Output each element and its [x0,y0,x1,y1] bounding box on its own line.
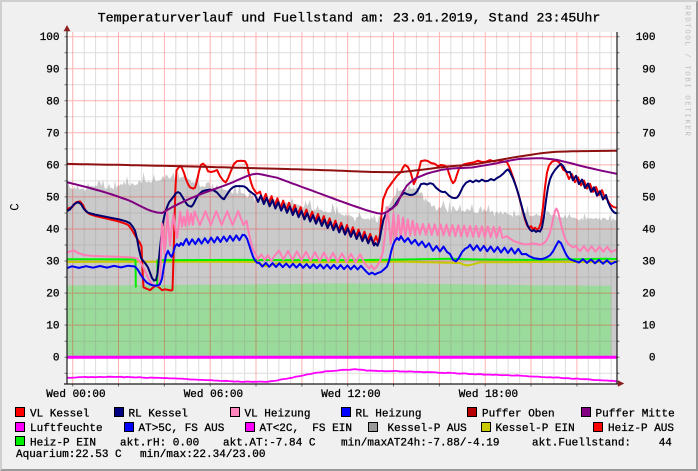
svg-text:RRDTOOL / TOBI OETIKER: RRDTOOL / TOBI OETIKER [683,5,691,137]
svg-text:70: 70 [642,128,655,140]
svg-text:80: 80 [46,96,59,108]
svg-text:AT>5C, FS AUS: AT>5C, FS AUS [139,423,225,435]
svg-text:90: 90 [46,64,59,76]
svg-text:10: 10 [642,321,655,333]
svg-text:100: 100 [636,32,656,44]
svg-text:Wed 00:00: Wed 00:00 [46,389,105,401]
svg-text:0: 0 [53,353,60,365]
svg-text:30: 30 [642,257,655,269]
svg-text:20: 20 [46,289,59,301]
svg-text:akt.rH: 0.00: akt.rH: 0.00 [120,437,199,449]
svg-text:60: 60 [642,160,655,172]
svg-text:70: 70 [46,128,59,140]
svg-text:C: C [9,203,23,211]
svg-text:Kessel-P EIN: Kessel-P EIN [496,423,575,435]
svg-text:RL Kessel: RL Kessel [129,409,188,421]
svg-text:30: 30 [46,257,59,269]
svg-text:10: 10 [46,321,59,333]
svg-text:80: 80 [642,96,655,108]
svg-text:Wed 06:00: Wed 06:00 [184,389,243,401]
svg-text:AT<2C, FS EIN: AT<2C, FS EIN [260,423,352,435]
svg-text:RL Heizung: RL Heizung [356,409,422,421]
svg-text:Puffer Oben: Puffer Oben [482,409,555,421]
svg-text:20: 20 [642,289,655,301]
svg-text:min/max:22.34/23.00: min/max:22.34/23.00 [140,449,265,461]
svg-text:40: 40 [46,225,59,237]
svg-text:Heiz-P EIN: Heiz-P EIN [30,437,96,449]
svg-text:Puffer Mitte: Puffer Mitte [596,409,675,421]
svg-text:Temperaturverlauf und Fuellsta: Temperaturverlauf und Fuellstand am: 23.… [98,11,601,26]
svg-text:VL Heizung: VL Heizung [245,409,311,421]
svg-text:akt.AT:-7.84 C: akt.AT:-7.84 C [223,437,316,449]
svg-text:0: 0 [649,353,656,365]
svg-text:40: 40 [642,225,655,237]
svg-text:50: 50 [46,192,59,204]
svg-text:44: 44 [659,437,673,449]
svg-text:60: 60 [46,160,59,172]
svg-text:100: 100 [40,32,60,44]
svg-text:VL Kessel: VL Kessel [30,409,89,421]
svg-text:Heiz-P AUS: Heiz-P AUS [608,423,674,435]
svg-text:Luftfeuchte: Luftfeuchte [30,423,103,435]
svg-text:min/maxAT24h:-7.88/-4.19: min/maxAT24h:-7.88/-4.19 [341,437,499,449]
svg-text:Wed 12:00: Wed 12:00 [321,389,380,401]
svg-text:akt.Fuellstand:: akt.Fuellstand: [532,437,631,449]
svg-text:Wed 18:00: Wed 18:00 [459,389,518,401]
svg-text:50: 50 [642,192,655,204]
svg-text:90: 90 [642,64,655,76]
svg-text:Kessel-P AUS: Kessel-P AUS [388,423,468,435]
svg-text:Aquarium:22.53 C: Aquarium:22.53 C [16,449,122,461]
